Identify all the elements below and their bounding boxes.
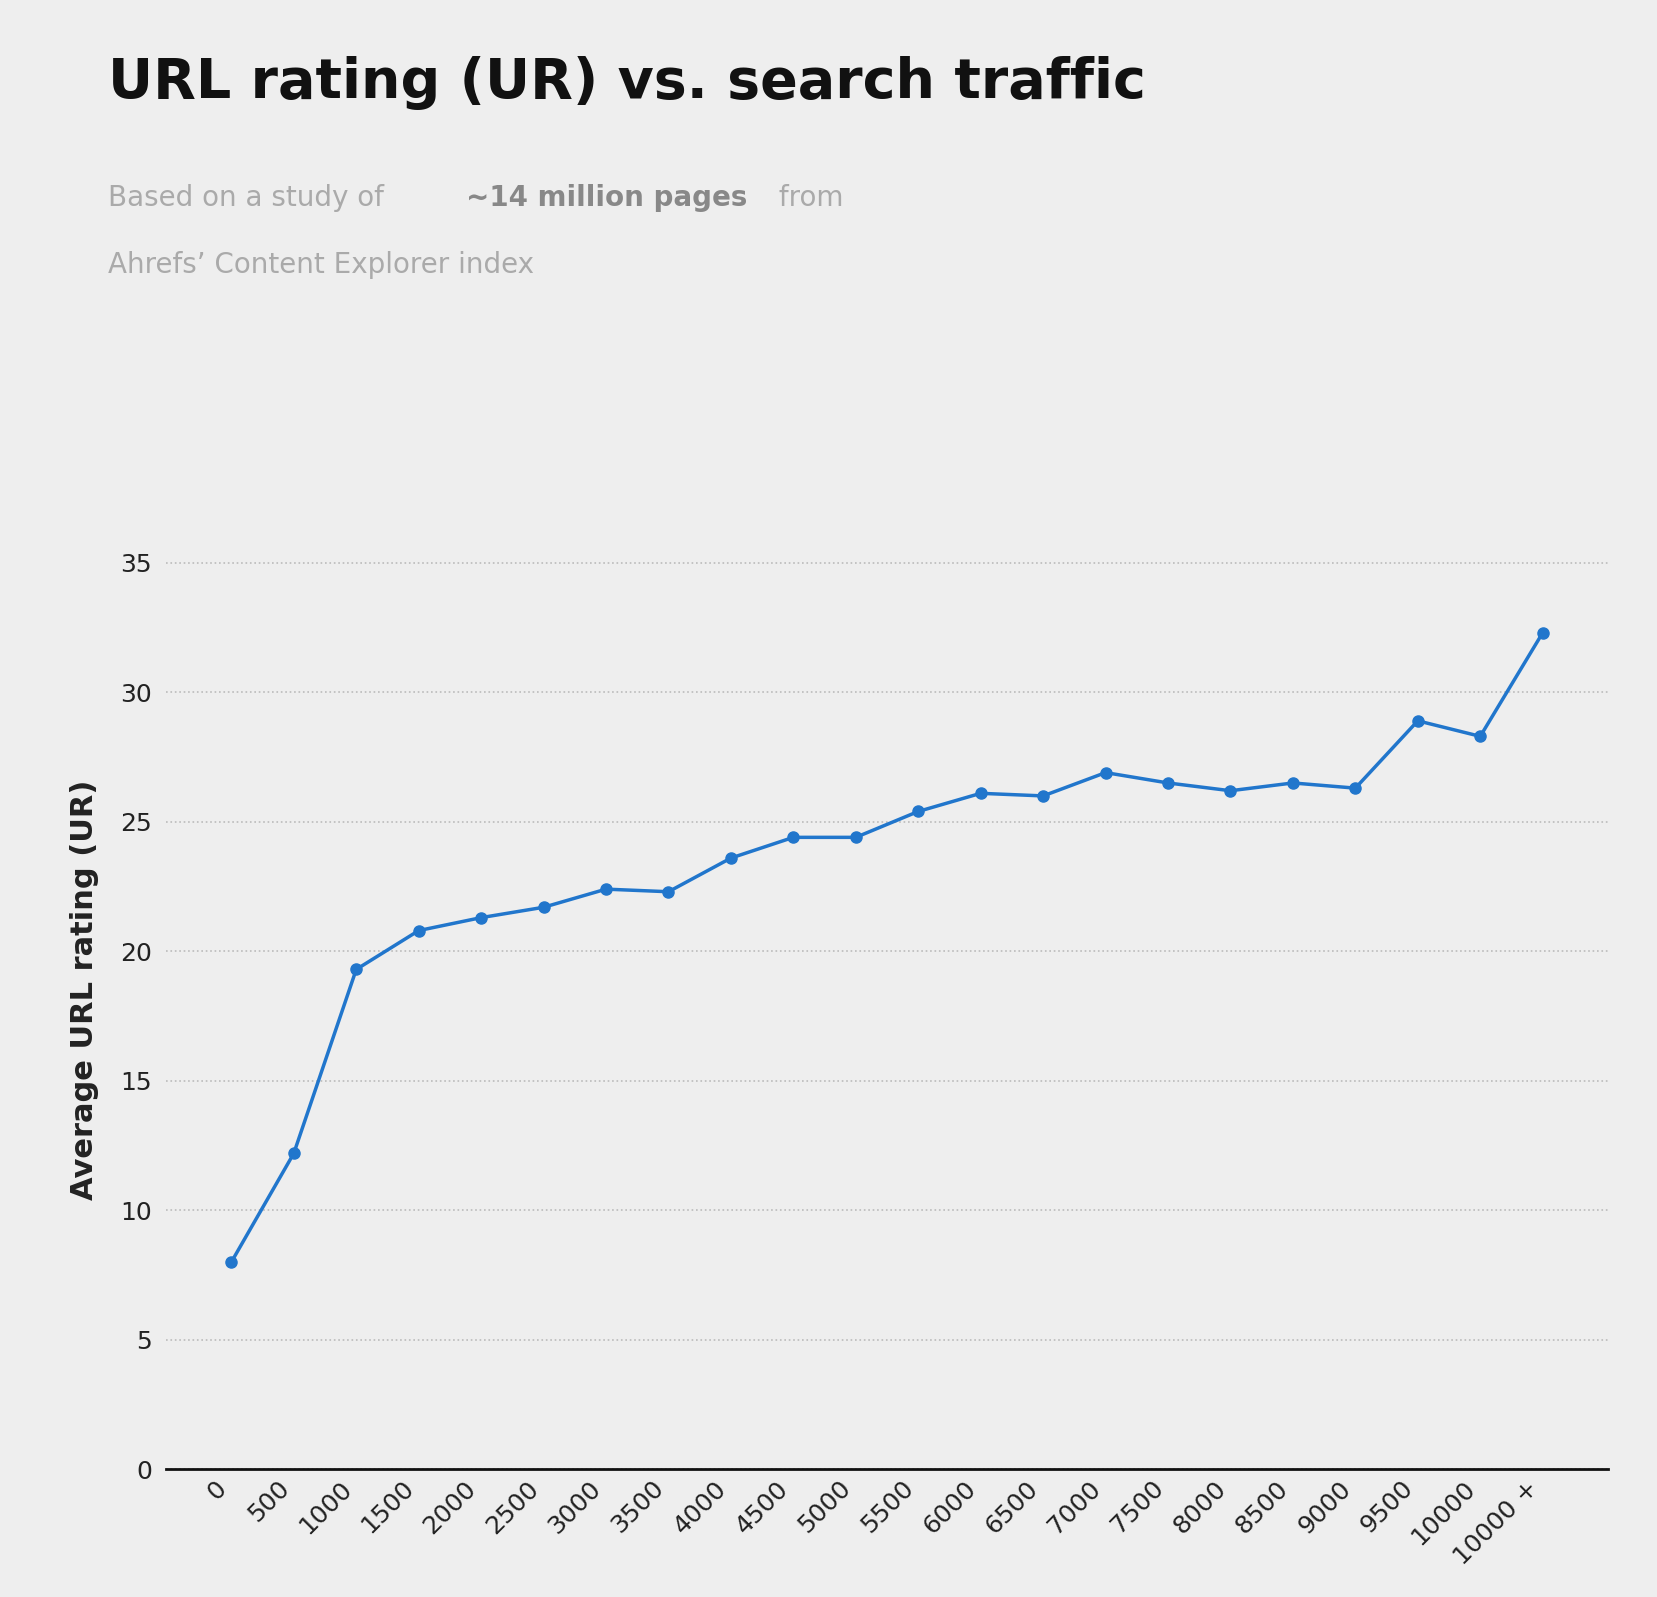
Text: ~14 million pages: ~14 million pages [466, 184, 747, 212]
Text: Based on a study of: Based on a study of [108, 184, 393, 212]
Text: from: from [771, 184, 843, 212]
Text: URL rating (UR) vs. search traffic: URL rating (UR) vs. search traffic [108, 56, 1145, 110]
Y-axis label: Average URL rating (UR): Average URL rating (UR) [70, 779, 99, 1201]
Text: Ahrefs’ Content Explorer index: Ahrefs’ Content Explorer index [108, 251, 534, 279]
